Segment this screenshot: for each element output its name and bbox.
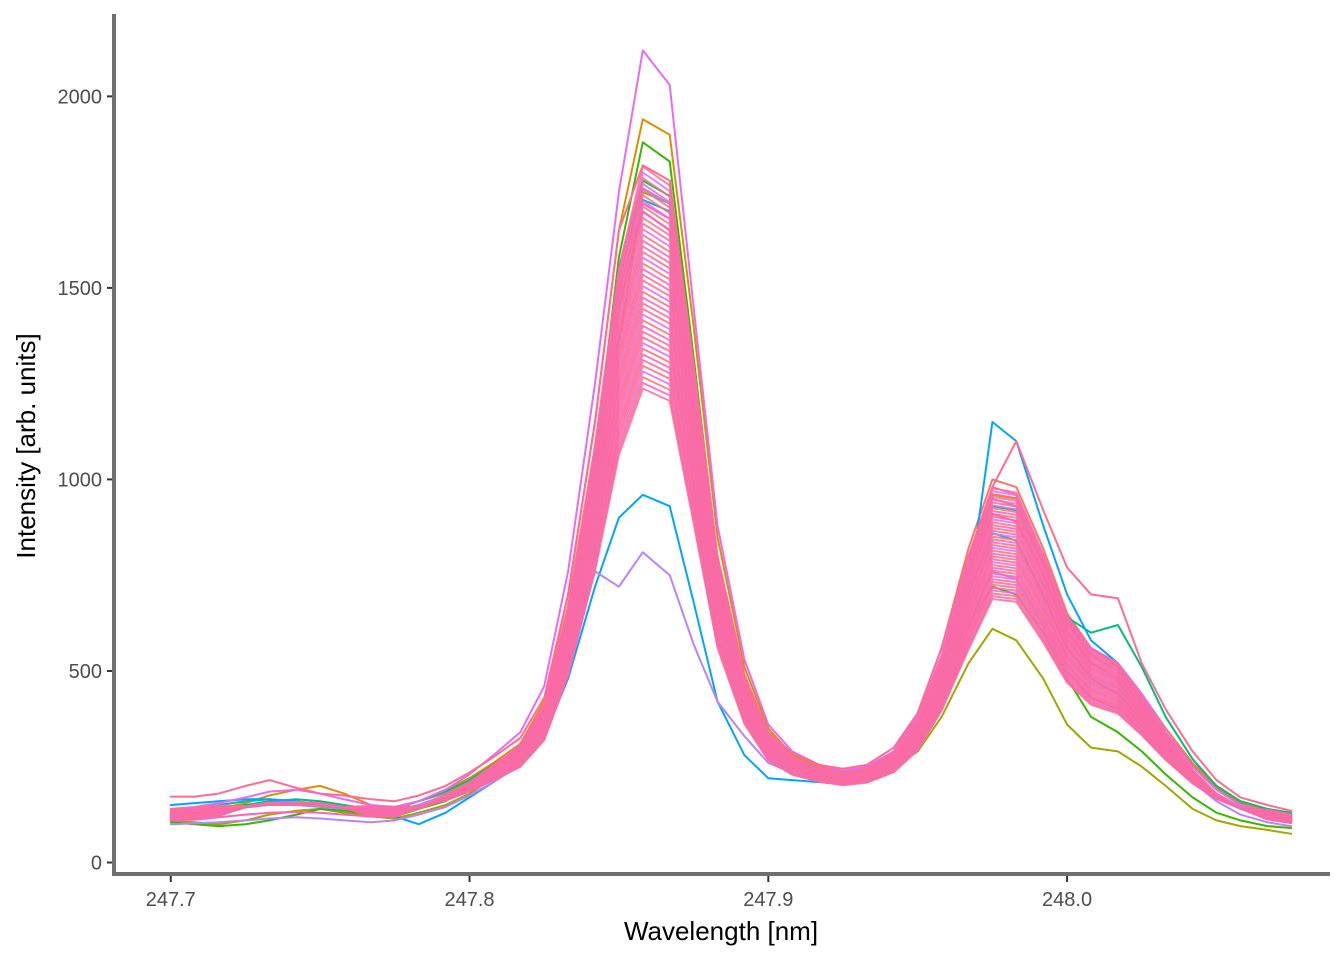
band-line-20	[169, 279, 1293, 820]
series-line-5	[169, 179, 1293, 818]
band-layer	[169, 165, 1293, 825]
band-line-17	[169, 296, 1293, 821]
band-line-11	[169, 330, 1293, 822]
x-axis-title: Wavelength [nm]	[624, 916, 818, 946]
band-line-26	[169, 245, 1293, 819]
band-line-36	[169, 188, 1293, 817]
band-line-23	[169, 262, 1293, 820]
y-tick-label: 1500	[58, 278, 103, 300]
x-tick-label: 247.8	[445, 889, 495, 911]
y-axis-title: Intensity [arb. units]	[11, 333, 41, 558]
x-tick-label: 247.9	[743, 889, 793, 911]
series-line-8	[169, 187, 1293, 818]
band-line-25	[169, 251, 1293, 819]
band-line-15	[169, 307, 1293, 821]
band-line-33	[169, 205, 1293, 817]
band-line-10	[169, 336, 1293, 823]
series-line-12	[169, 164, 1293, 812]
band-line-34	[169, 199, 1293, 817]
y-tick-label: 2000	[58, 86, 103, 108]
x-tick-label: 247.7	[146, 889, 196, 911]
series-line-1	[169, 210, 1293, 814]
x-tick-label: 248.0	[1042, 889, 1092, 911]
band-line-9	[169, 342, 1293, 823]
series-line-4	[169, 141, 1293, 829]
band-line-40	[169, 165, 1293, 816]
band-line-35	[169, 194, 1293, 817]
y-tick-label: 0	[91, 853, 102, 875]
band-line-8	[169, 347, 1293, 823]
x-axis-ticks: 247.7 247.8 247.9 248.0	[146, 876, 1092, 911]
y-axis-ticks: 0 500 1000 1500 2000	[58, 86, 112, 875]
band-line-14	[169, 313, 1293, 822]
series-line-6	[169, 198, 1293, 820]
band-line-13	[169, 319, 1293, 822]
band-line-19	[169, 285, 1293, 821]
band-line-16	[169, 302, 1293, 821]
band-line-32	[169, 211, 1293, 818]
band-line-12	[169, 324, 1293, 822]
y-tick-label: 500	[69, 661, 102, 683]
band-line-24	[169, 256, 1293, 819]
band-line-18	[169, 290, 1293, 821]
y-tick-label: 1000	[58, 469, 103, 491]
band-line-27	[169, 239, 1293, 819]
